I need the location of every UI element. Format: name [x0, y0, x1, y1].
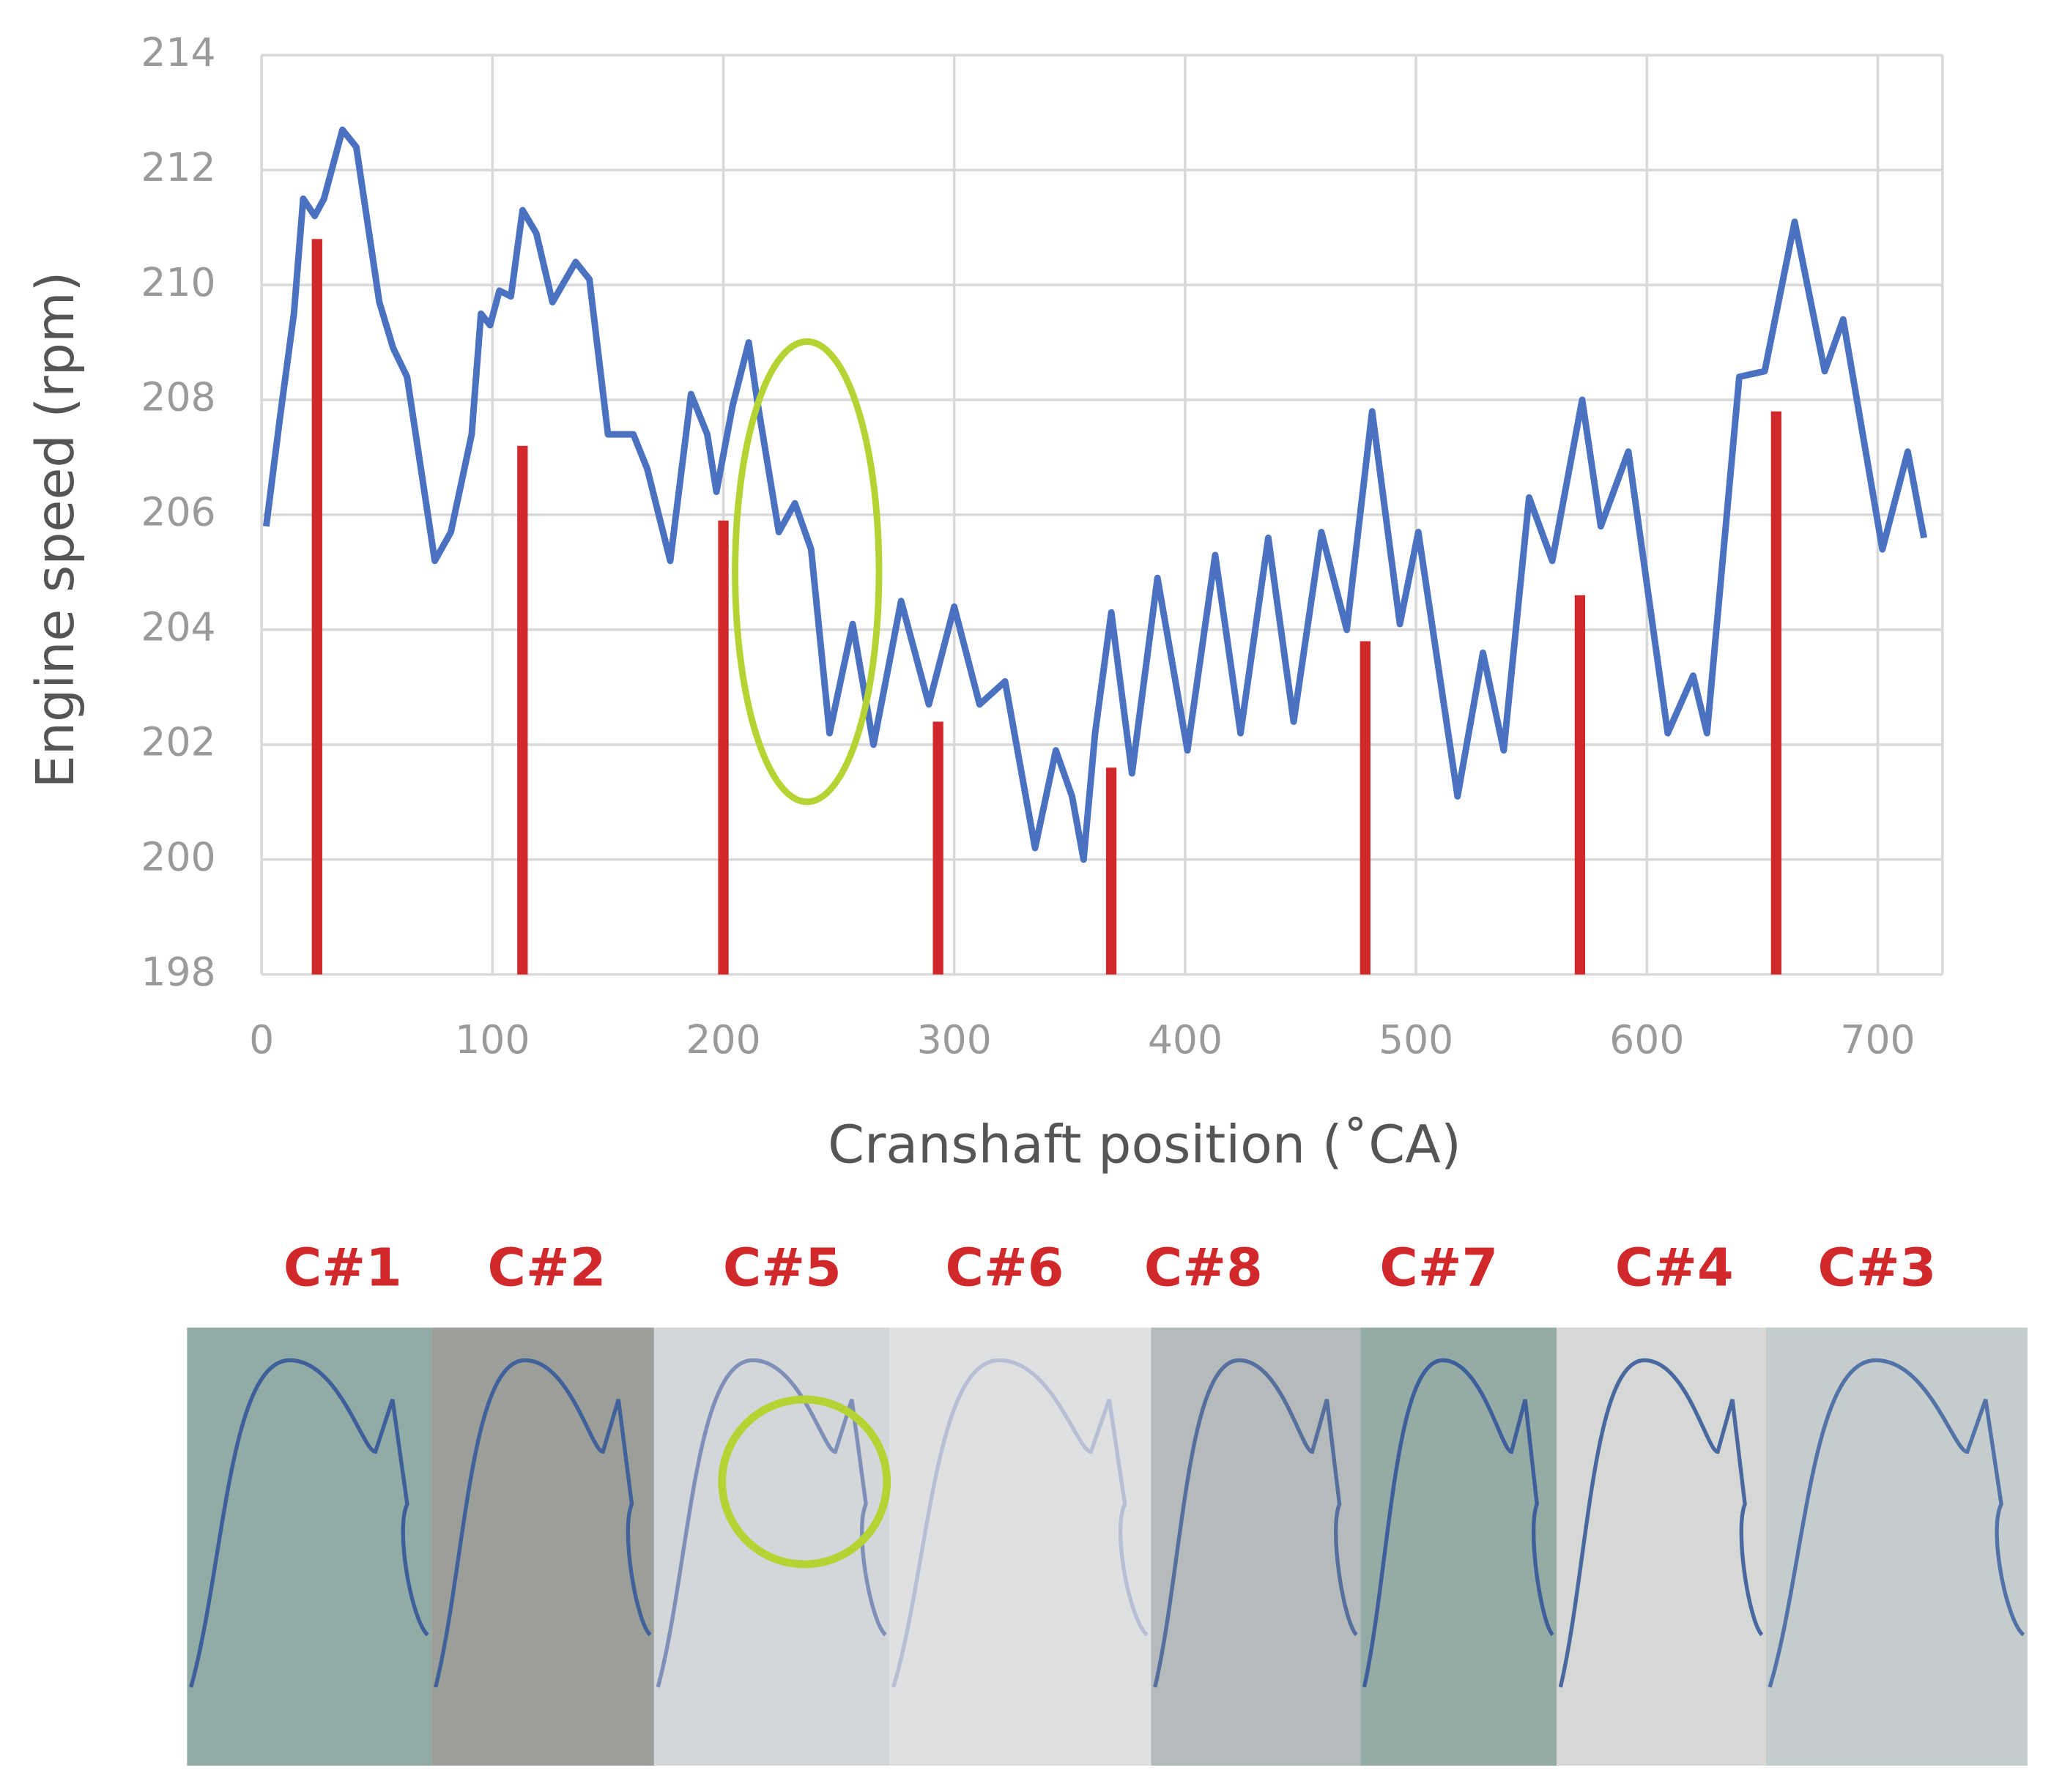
cylinder-label: C#2 — [487, 1238, 606, 1298]
firing-bar — [1360, 641, 1371, 975]
pressure-trace — [189, 1358, 429, 1688]
firing-bar — [718, 520, 729, 975]
x-tick-label: 500 — [1379, 1016, 1453, 1063]
pressure-trace — [1362, 1358, 1554, 1688]
y-tick-label: 198 — [141, 948, 215, 994]
photo-panel — [187, 1327, 432, 1766]
pressure-trace — [891, 1358, 1149, 1688]
pressure-trace — [434, 1358, 652, 1688]
cylinder-label: C#5 — [723, 1238, 842, 1298]
x-tick-label: 700 — [1840, 1016, 1915, 1063]
cylinder-label: C#3 — [1818, 1238, 1937, 1298]
x-axis-label: Cranshaft position (˚CA) — [828, 1115, 1461, 1175]
x-tick-label: 0 — [249, 1016, 274, 1063]
x-tick-label: 100 — [455, 1016, 530, 1063]
photo-panel — [1151, 1327, 1361, 1766]
y-tick-label: 204 — [141, 604, 215, 650]
photo-panel — [889, 1327, 1151, 1766]
pressure-trace — [656, 1358, 887, 1688]
pressure-photos: C#1 C#2 C#5 C#6 C#8 C#7 C#4 C#3 — [187, 1238, 2028, 1766]
highlight-ellipse — [732, 338, 883, 806]
x-tick-label: 300 — [917, 1016, 992, 1063]
firing-bar — [1770, 411, 1781, 975]
firing-bar — [932, 721, 943, 975]
cylinder-label: C#8 — [1144, 1238, 1263, 1298]
y-axis-label: Engine speed (rpm) — [25, 272, 86, 789]
y-tick-label: 210 — [141, 259, 215, 305]
cylinder-label: C#7 — [1379, 1238, 1498, 1298]
cylinder-label: C#1 — [283, 1238, 402, 1298]
firing-bar — [517, 445, 528, 975]
y-tick-label: 202 — [141, 718, 215, 765]
photo-panel — [1765, 1327, 2028, 1766]
pressure-trace — [1558, 1358, 1764, 1688]
speed-line — [262, 126, 1927, 863]
x-tick-label: 400 — [1148, 1016, 1223, 1063]
firing-bar — [311, 239, 322, 975]
pressure-trace — [1153, 1358, 1358, 1688]
grid: 198 200 202 204 206 208 210 212 214 0 100 200 300 400… — [141, 29, 1944, 1063]
firing-bar — [1105, 767, 1117, 975]
y-tick-label: 200 — [141, 833, 215, 880]
highlight-circle — [718, 1395, 891, 1569]
plot-area — [262, 126, 1927, 975]
firing-bar — [1574, 595, 1586, 975]
y-tick-label: 212 — [141, 144, 215, 190]
pressure-trace — [1768, 1358, 2025, 1688]
photo-panel — [1360, 1327, 1557, 1766]
cylinder-label: C#6 — [945, 1238, 1064, 1298]
x-tick-label: 600 — [1609, 1016, 1684, 1063]
photo-panel — [431, 1327, 654, 1766]
y-tick-label: 208 — [141, 374, 215, 420]
y-tick-label: 206 — [141, 489, 215, 535]
photo-panel — [1557, 1327, 1766, 1766]
cylinder-label: C#4 — [1615, 1238, 1734, 1298]
y-tick-label: 214 — [141, 29, 215, 75]
x-tick-label: 200 — [686, 1016, 760, 1063]
